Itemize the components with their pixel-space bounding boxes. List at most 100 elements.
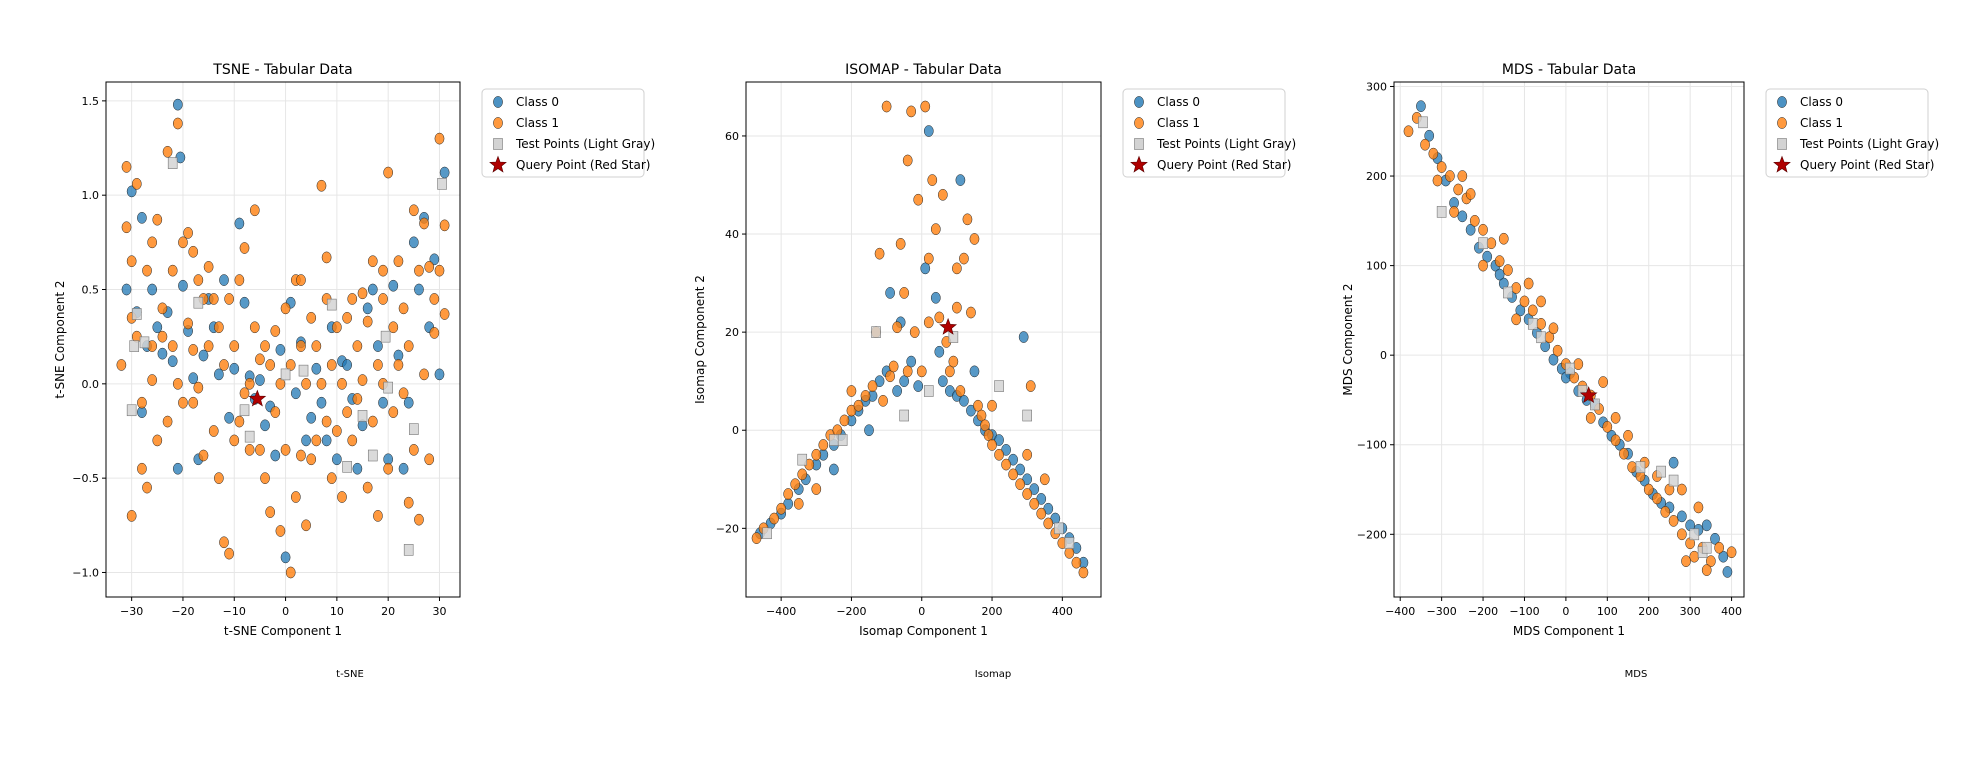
class1-point xyxy=(1445,170,1455,182)
x-tick-label: −30 xyxy=(120,605,143,618)
x-tick-label: −10 xyxy=(223,605,246,618)
test-point xyxy=(1565,362,1575,375)
class0-point xyxy=(1701,519,1712,532)
class1-point xyxy=(751,532,762,544)
class1-point xyxy=(769,512,779,525)
class1-point xyxy=(1536,295,1546,308)
y-tick-label: 0.5 xyxy=(82,284,100,297)
class0-point xyxy=(829,463,839,476)
class1-point xyxy=(244,377,255,390)
x-tick-label: 400 xyxy=(1721,605,1742,618)
legend-test-marker xyxy=(1777,138,1787,150)
class1-point xyxy=(429,293,440,305)
class0-point xyxy=(290,387,301,400)
class1-point xyxy=(1432,174,1443,187)
class0-point xyxy=(373,340,383,352)
x-tick-label: −200 xyxy=(1468,605,1498,618)
class1-point xyxy=(853,399,864,412)
class0-point xyxy=(198,349,209,362)
axes-frame xyxy=(745,81,1102,598)
class1-point xyxy=(1420,138,1430,151)
class1-point xyxy=(1078,566,1089,579)
class1-point xyxy=(265,359,276,371)
chart-title: ISOMAP - Tabular Data xyxy=(845,62,1002,78)
class0-point xyxy=(255,374,265,386)
class0-point xyxy=(239,296,250,309)
legend-label-test: Test Points (Light Gray) xyxy=(515,137,655,151)
class1-point xyxy=(424,261,435,273)
class1-point xyxy=(224,547,234,560)
class1-point xyxy=(1523,277,1534,290)
class0-point xyxy=(892,385,902,397)
class1-point xyxy=(1008,468,1018,481)
test-point xyxy=(1689,528,1700,541)
class1-point xyxy=(362,481,373,494)
class1-point xyxy=(296,274,306,286)
test-point xyxy=(923,385,934,397)
legend-test-marker xyxy=(1134,138,1144,150)
class1-point xyxy=(1668,515,1679,527)
class1-point xyxy=(920,100,931,113)
class0-point xyxy=(959,394,969,407)
chart-panel-0: −30 −20 −10 0 10 20 30 −1.0 −0.5 0.0 0.5 1.0 1.5 TSNE… xyxy=(53,62,655,680)
class1-point xyxy=(948,355,959,368)
class1-point xyxy=(167,264,178,277)
legend: Class 0 Class 1 Test Points (Light Gray) Qu… xyxy=(1122,88,1296,178)
class1-point xyxy=(378,293,388,305)
class1-point xyxy=(888,360,899,373)
class1-point xyxy=(203,340,214,352)
class1-point xyxy=(367,255,378,268)
query-point xyxy=(1579,386,1598,404)
class1-point xyxy=(275,377,286,390)
class1-point xyxy=(811,448,822,461)
class1-point xyxy=(383,462,394,475)
class1-point xyxy=(927,174,938,186)
class1-point xyxy=(157,302,168,315)
class1-point xyxy=(902,154,913,167)
test-point xyxy=(357,410,368,422)
y-axis-label: t-SNE Component 2 xyxy=(53,280,67,398)
legend-label-test: Test Points (Light Gray) xyxy=(1156,137,1296,151)
legend-label-class0: Class 0 xyxy=(516,95,559,109)
class1-point xyxy=(923,252,934,265)
legend-test-marker xyxy=(493,138,503,150)
class0-point xyxy=(955,174,966,186)
class0-point xyxy=(930,291,941,304)
class1-point xyxy=(137,462,147,475)
legend-query-marker xyxy=(1130,155,1148,173)
class1-point xyxy=(362,315,373,328)
test-point xyxy=(762,527,772,540)
class0-point xyxy=(342,359,352,371)
test-point xyxy=(193,296,204,309)
legend: Class 0 Class 1 Test Points (Light Gray) Qu… xyxy=(1765,88,1939,178)
class1-point xyxy=(255,444,265,456)
class1-point xyxy=(178,396,188,409)
x-axis-label: t-SNE Component 1 xyxy=(224,624,342,638)
class1-point xyxy=(1548,322,1559,335)
class1-point xyxy=(321,251,332,264)
class1-point xyxy=(1498,232,1509,245)
class1-point xyxy=(239,387,250,400)
y-tick-label: 200 xyxy=(1366,170,1387,183)
y-tick-label: 0 xyxy=(1380,349,1387,362)
class0-point xyxy=(301,434,311,447)
class1-point xyxy=(419,368,429,381)
class1-point xyxy=(783,488,794,500)
legend-class0-marker xyxy=(1777,96,1787,108)
class1-point xyxy=(265,506,276,518)
class1-point xyxy=(296,449,306,462)
class0-point xyxy=(219,274,229,286)
class1-point xyxy=(121,221,132,234)
class1-point xyxy=(1469,214,1480,227)
y-tick-label: 1.0 xyxy=(82,189,100,202)
class1-point xyxy=(234,415,245,428)
class1-point xyxy=(116,359,127,371)
test-point xyxy=(1656,465,1666,478)
test-point xyxy=(298,364,309,377)
class1-point xyxy=(414,513,424,526)
class1-point xyxy=(403,340,414,352)
class1-point xyxy=(952,301,962,314)
class0-point xyxy=(899,375,910,388)
class1-point xyxy=(976,409,987,422)
class0-point xyxy=(352,462,363,475)
